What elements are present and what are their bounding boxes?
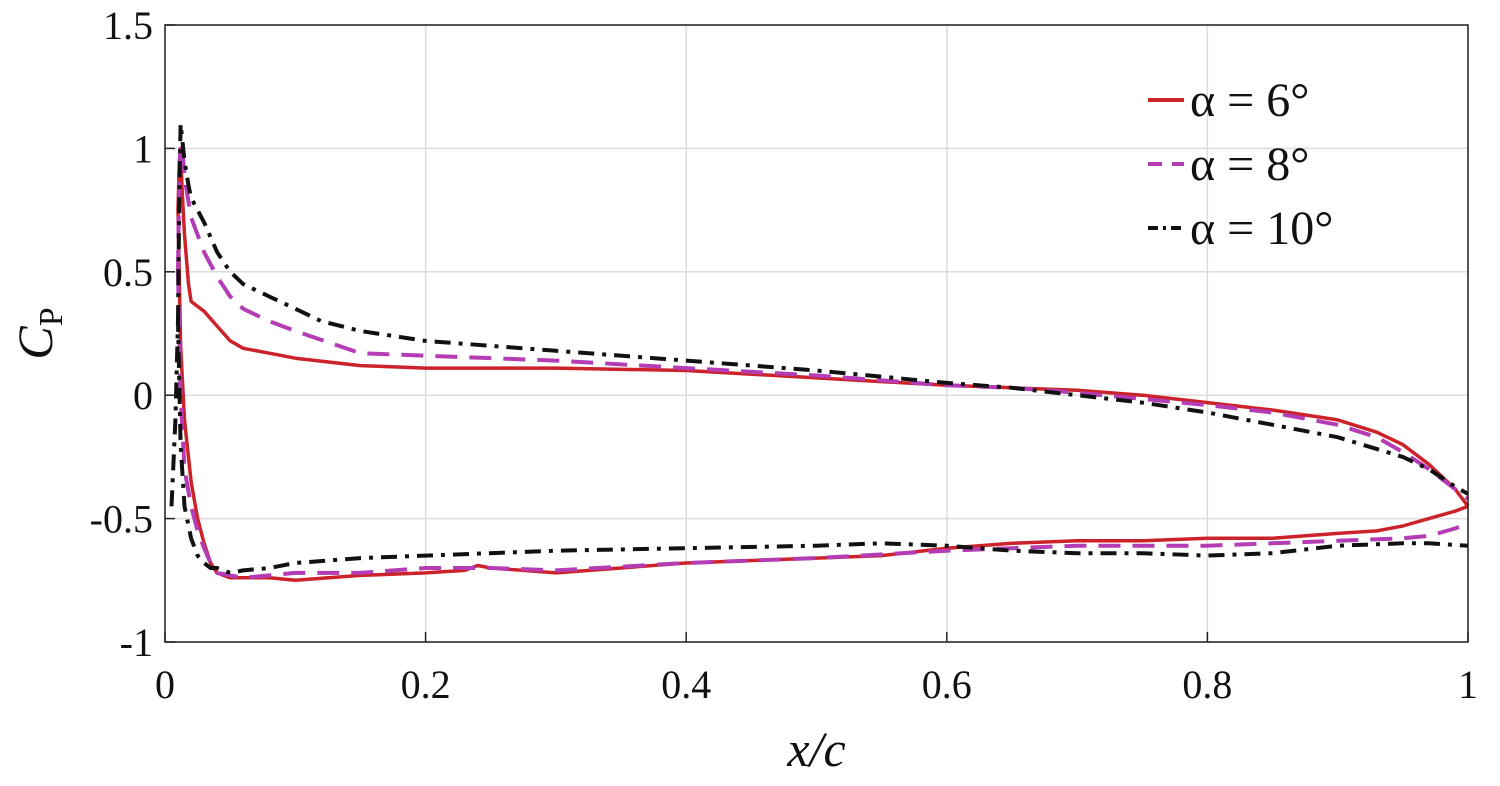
x-axis-label: x/c [786, 721, 845, 777]
legend-label-2: α = 8° [1190, 138, 1309, 191]
x-tick-label: 0.6 [922, 662, 972, 707]
series-2-upper-line [176, 141, 1470, 501]
series-2-lower-line [176, 271, 1469, 580]
y-tick-label: -0.5 [90, 497, 153, 542]
axis-ticks: 0 0.2 0.4 0.6 0.8 1 1.5 1 0.5 0 -0.5 -1 [90, 3, 1478, 707]
series-lines [169, 121, 1470, 583]
x-tick-label: 0.8 [1182, 662, 1232, 707]
y-tick-label: -1 [120, 620, 153, 665]
svg-text:CP: CP [7, 307, 70, 359]
y-tick-label: 1.5 [103, 3, 153, 48]
legend-label-1: α = 6° [1190, 74, 1309, 127]
y-tick-label: 0.5 [103, 250, 153, 295]
x-tick-label: 0.2 [401, 662, 451, 707]
series-3-lower-line [169, 319, 1469, 575]
y-tick-label: 1 [133, 126, 153, 171]
y-axis-label: CP [7, 307, 70, 359]
x-tick-label: 1 [1458, 662, 1478, 707]
series-3-upper-line [176, 121, 1469, 496]
series-1-upper-line [176, 146, 1470, 508]
x-tick-label: 0.4 [661, 662, 711, 707]
plot-frame [164, 24, 1469, 643]
y-axis-label-sub: P [33, 307, 70, 326]
y-axis-label-main: C [7, 326, 63, 360]
legend: α = 6° α = 8° α = 10° [1148, 74, 1333, 255]
x-tick-label: 0 [155, 662, 175, 707]
y-tick-label: 0 [133, 373, 153, 418]
legend-label-3: α = 10° [1190, 202, 1333, 255]
